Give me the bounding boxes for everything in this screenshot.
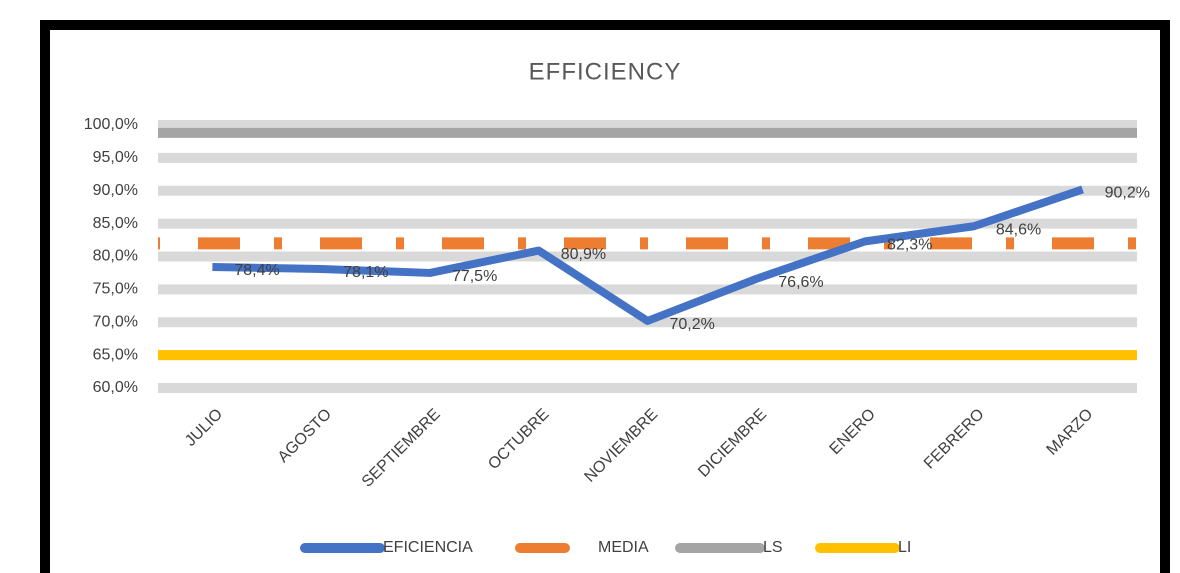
legend-label: MEDIA xyxy=(598,539,649,556)
legend-label: EFICIENCIA xyxy=(383,539,473,556)
legend-label: LI xyxy=(898,539,911,556)
data-label: 78,4% xyxy=(234,262,279,279)
data-label: 90,2% xyxy=(1105,185,1150,202)
y-tick-label: 65,0% xyxy=(93,346,138,363)
y-tick-label: 80,0% xyxy=(93,248,138,265)
data-label: 70,2% xyxy=(670,316,715,333)
data-label: 82,3% xyxy=(887,237,932,254)
y-tick-label: 100,0% xyxy=(84,116,138,133)
series-line xyxy=(212,185,1084,325)
y-tick-label: 90,0% xyxy=(93,182,138,199)
y-tick-label: 60,0% xyxy=(93,379,138,396)
y-tick-label: 70,0% xyxy=(93,313,138,330)
chart-border xyxy=(40,20,1170,573)
data-label: 84,6% xyxy=(996,221,1041,238)
data-label: 78,1% xyxy=(343,264,388,281)
data-label: 80,9% xyxy=(561,246,606,263)
data-label: 77,5% xyxy=(452,268,497,285)
chart-title: EFFICIENCY xyxy=(529,58,682,85)
y-tick-label: 85,0% xyxy=(93,215,138,232)
y-tick-label: 95,0% xyxy=(93,149,138,166)
data-label: 76,6% xyxy=(778,274,823,291)
y-tick-label: 75,0% xyxy=(93,281,138,298)
legend-label: LS xyxy=(763,539,783,556)
